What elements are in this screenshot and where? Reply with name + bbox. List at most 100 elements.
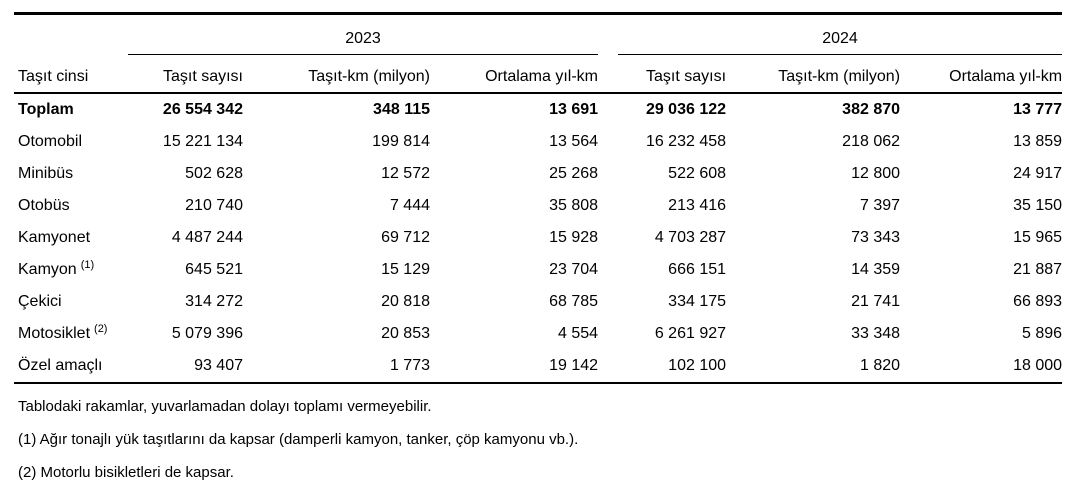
cell-value: 218 062 <box>842 133 901 150</box>
cell-value: 25 268 <box>549 165 599 182</box>
corner-empty-cell <box>14 14 128 55</box>
cell-value: 69 712 <box>381 229 430 246</box>
cell-value: 5 896 <box>1021 325 1063 342</box>
cell-value: 502 628 <box>185 165 243 182</box>
cell-value: 1 820 <box>726 350 901 384</box>
year-group-2024: 2024 <box>618 13 1063 55</box>
column-header-2023-vehicle-count: Taşıt sayısı <box>128 54 243 94</box>
group-spacer <box>598 126 618 158</box>
row-label: Otobüs <box>18 197 70 214</box>
cell-value: 21 741 <box>851 293 901 310</box>
column-header-vehicle-type: Taşıt cinsi <box>14 54 128 94</box>
cell-value: 4 487 244 <box>171 229 243 246</box>
table-row: Otomobil 15 221 134 199 814 13 564 16 232 45… <box>14 126 1062 158</box>
cell-value: 16 232 458 <box>645 133 727 150</box>
footnote-reference: (1) <box>80 259 95 271</box>
cell-value: 26 554 342 <box>162 101 243 118</box>
cell-value: 4 554 <box>557 325 599 342</box>
row-label: Kamyonet <box>18 229 91 246</box>
cell-value: 12 800 <box>851 165 901 182</box>
column-header-2024-average-yearly-km: Ortalama yıl-km <box>900 54 1063 94</box>
group-spacer <box>598 54 619 94</box>
row-label: Toplam <box>18 101 74 118</box>
cell-value: 4 703 287 <box>654 229 727 246</box>
cell-value: 13 859 <box>1013 133 1063 150</box>
cell-value: 666 151 <box>668 261 727 278</box>
cell-value: 15 129 <box>381 261 430 278</box>
cell-value: 73 343 <box>851 229 901 246</box>
cell-value: 24 917 <box>1013 165 1063 182</box>
vehicle-km-table: 2023 2024 Taşıt cinsi Taşıt sayısı Taşıt… <box>14 12 1063 384</box>
cell-value: 7 397 <box>859 197 901 214</box>
cell-value: 645 521 <box>185 261 243 278</box>
cell-value: 210 740 <box>185 197 243 214</box>
cell-value: 35 808 <box>549 197 599 214</box>
table-row: Çekici 314 272 20 818 68 785 334 175 21 741 66… <box>14 286 1062 318</box>
table-row: Kamyonet 4 487 244 69 712 15 928 4 703 287 73… <box>14 222 1062 254</box>
cell-value: 19 142 <box>430 350 599 384</box>
cell-value: 348 115 <box>373 101 430 118</box>
cell-value: 93 407 <box>128 350 243 384</box>
cell-value: 15 221 134 <box>162 133 243 150</box>
cell-value: 6 261 927 <box>654 325 727 342</box>
group-spacer <box>598 190 618 222</box>
cell-value: 21 887 <box>1013 261 1063 278</box>
column-header-2024-vehicle-count: Taşıt sayısı <box>618 54 727 94</box>
row-label: Motosiklet (2) <box>18 323 108 343</box>
cell-value: 20 818 <box>381 293 430 310</box>
row-label: Kamyon (1) <box>18 259 95 279</box>
year-header-row: 2023 2024 <box>14 13 1063 55</box>
group-spacer <box>598 286 618 318</box>
cell-value: 68 785 <box>549 293 599 310</box>
cell-value: 18 000 <box>900 350 1063 384</box>
table-row: Özel amaçlı 93 407 1 773 19 142 102 100 1 820… <box>14 350 1063 384</box>
cell-value: 66 893 <box>1013 293 1063 310</box>
cell-value: 29 036 122 <box>645 101 727 118</box>
cell-value: 1 773 <box>243 350 430 384</box>
cell-value: 334 175 <box>668 293 727 310</box>
cell-value: 5 079 396 <box>171 325 243 342</box>
cell-value: 102 100 <box>618 350 727 384</box>
footnotes: Tablodaki rakamlar, yuvarlamadan dolayı … <box>14 398 1062 481</box>
column-header-2024-vehicle-km: Taşıt-km (milyon) <box>726 54 901 94</box>
group-spacer <box>598 222 618 254</box>
cell-value: 213 416 <box>668 197 727 214</box>
cell-value: 15 928 <box>549 229 599 246</box>
cell-value: 12 572 <box>381 165 430 182</box>
year-group-2023: 2023 <box>128 13 599 55</box>
row-label: Otomobil <box>18 133 83 150</box>
table-row: Motosiklet (2) 5 079 396 20 853 4 554 6 261 9… <box>14 318 1062 350</box>
cell-value: 13 777 <box>1013 101 1063 118</box>
group-spacer <box>598 318 618 350</box>
group-spacer <box>598 14 618 55</box>
column-header-2023-vehicle-km: Taşıt-km (milyon) <box>243 54 430 94</box>
table-row: Toplam 26 554 342 348 115 13 691 29 036 122 3… <box>14 93 1062 126</box>
cell-value: 522 608 <box>668 165 727 182</box>
group-spacer <box>598 158 618 190</box>
cell-value: 20 853 <box>381 325 430 342</box>
column-header-row: Taşıt cinsi Taşıt sayısı Taşıt-km (milyo… <box>14 54 1063 94</box>
row-label: Çekici <box>18 293 62 310</box>
row-label: Minibüs <box>18 165 74 182</box>
footnote-1: (1) Ağır tonajlı yük taşıtlarını da kaps… <box>18 431 579 448</box>
cell-value: 7 444 <box>389 197 430 214</box>
group-spacer <box>598 350 619 384</box>
footnote-reference: (2) <box>94 323 108 335</box>
cell-value: 23 704 <box>549 261 599 278</box>
column-header-2023-average-yearly-km: Ortalama yıl-km <box>430 54 599 94</box>
footnote-rounding-note: Tablodaki rakamlar, yuvarlamadan dolayı … <box>18 398 432 415</box>
cell-value: 35 150 <box>1013 197 1063 214</box>
group-spacer <box>598 93 618 126</box>
cell-value: 14 359 <box>851 261 901 278</box>
vehicle-km-statistics-table: 2023 2024 Taşıt cinsi Taşıt sayısı Taşıt… <box>14 12 1063 481</box>
table-row: Minibüs 502 628 12 572 25 268 522 608 12 800 2… <box>14 158 1062 190</box>
cell-value: 13 564 <box>549 133 599 150</box>
group-spacer <box>598 254 618 286</box>
cell-value: 314 272 <box>185 293 243 310</box>
footnote-2: (2) Motorlu bisikletleri de kapsar. <box>18 464 234 481</box>
table-row: Otobüs 210 740 7 444 35 808 213 416 7 397 35 1… <box>14 190 1062 222</box>
table-row: Kamyon (1) 645 521 15 129 23 704 666 151 14 35… <box>14 254 1062 286</box>
cell-value: 382 870 <box>842 101 901 118</box>
cell-value: 15 965 <box>1013 229 1063 246</box>
row-label: Özel amaçlı <box>14 350 128 384</box>
